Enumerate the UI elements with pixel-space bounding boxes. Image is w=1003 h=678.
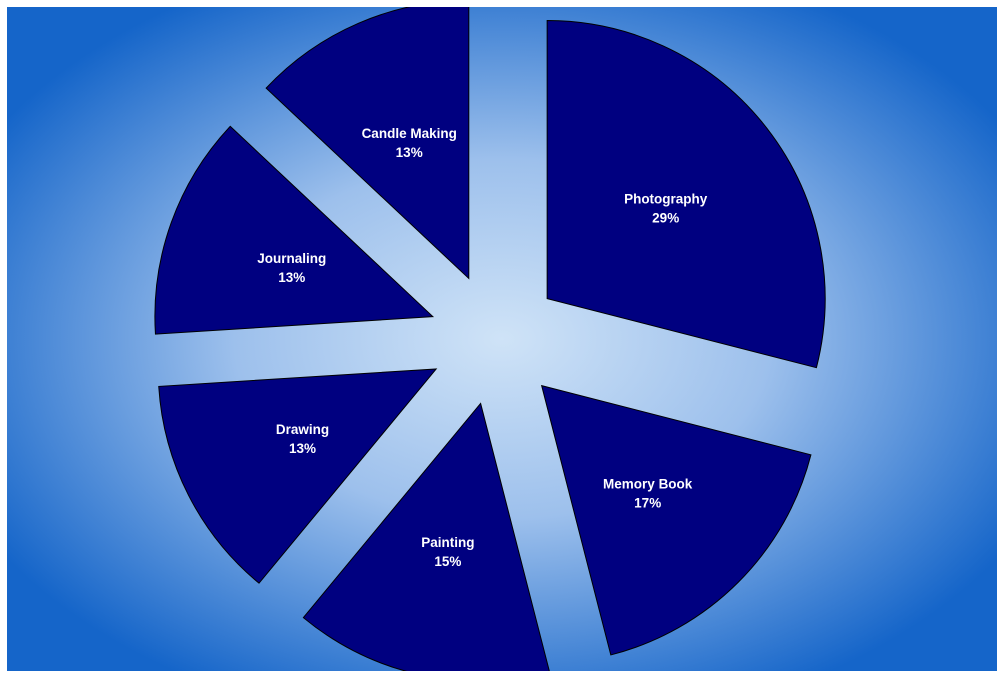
slice-label-painting: Painting 15% bbox=[421, 535, 474, 569]
pie-chart: Photography 29% Memory Book 17% Painting 15% D… bbox=[7, 7, 997, 671]
slice-category-text: Painting bbox=[421, 535, 474, 550]
slice-category-text: Photography bbox=[624, 192, 708, 207]
slice-label-memory-book: Memory Book 17% bbox=[603, 477, 693, 511]
slice-percent-text: 13% bbox=[289, 441, 316, 456]
pie-slice-memory-book bbox=[540, 384, 812, 656]
slice-label-candle-making: Candle Making 13% bbox=[362, 126, 457, 160]
slices-layer bbox=[154, 7, 826, 671]
slice-percent-text: 13% bbox=[278, 270, 305, 285]
chart-area: Photography 29% Memory Book 17% Painting 15% D… bbox=[7, 7, 997, 671]
slice-label-drawing: Drawing 13% bbox=[276, 422, 329, 456]
slice-percent-text: 13% bbox=[396, 145, 423, 160]
pie-slice-photography bbox=[546, 20, 826, 369]
pie-slice-painting bbox=[302, 402, 550, 671]
pie-slice-journaling bbox=[154, 125, 435, 335]
slice-label-journaling: Journaling 13% bbox=[257, 251, 326, 285]
slice-percent-text: 15% bbox=[434, 554, 461, 569]
slice-label-photography: Photography 29% bbox=[624, 192, 708, 226]
slice-category-text: Journaling bbox=[257, 251, 326, 266]
slice-percent-text: 29% bbox=[652, 211, 679, 226]
labels-layer: Photography 29% Memory Book 17% Painting 15% D… bbox=[257, 126, 708, 569]
pie-slice-candle-making bbox=[265, 7, 470, 280]
slice-category-text: Memory Book bbox=[603, 477, 693, 492]
slice-percent-text: 17% bbox=[634, 496, 661, 511]
slice-category-text: Drawing bbox=[276, 422, 329, 437]
slice-category-text: Candle Making bbox=[362, 126, 457, 141]
pie-slice-drawing bbox=[158, 368, 438, 584]
